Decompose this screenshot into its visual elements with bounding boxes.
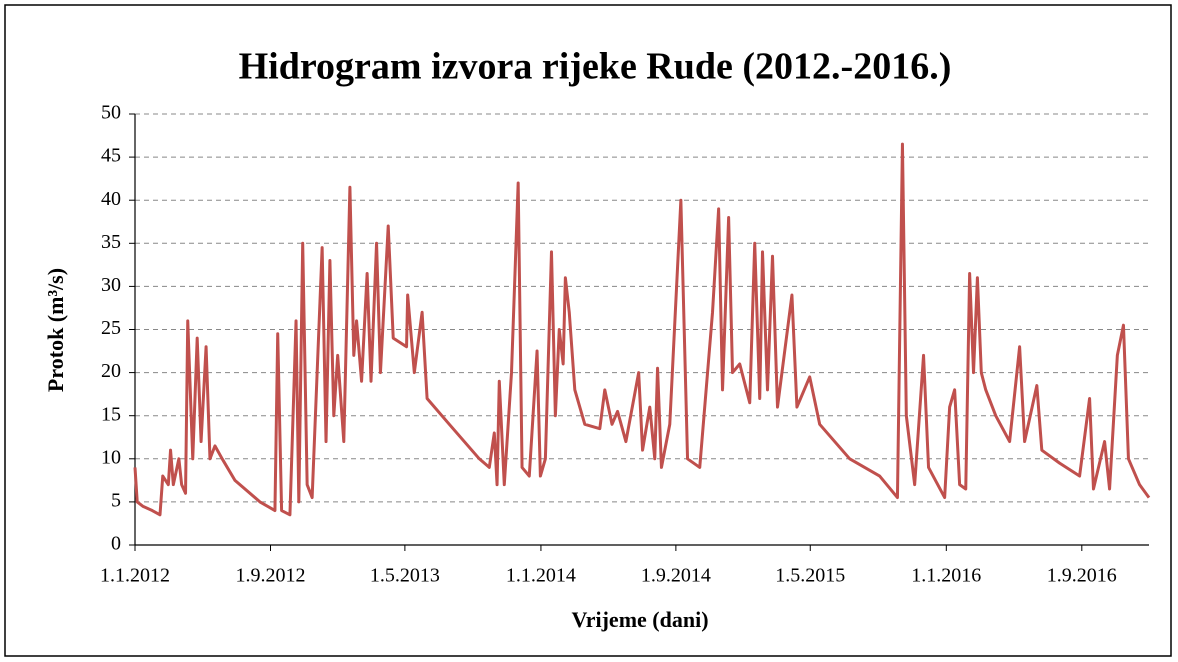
y-tick-label: 25	[101, 317, 121, 339]
x-tick-label: 1.1.2014	[506, 565, 576, 587]
y-tick-label: 0	[111, 533, 121, 555]
x-tick-label: 1.5.2015	[775, 565, 845, 587]
x-tick-label: 1.5.2013	[370, 565, 440, 587]
x-tick-label: 1.9.2014	[641, 565, 711, 587]
y-tick-label: 15	[101, 403, 121, 425]
y-tick-label: 35	[101, 231, 121, 253]
chart-title: Hidrogram izvora rijeke Rude (2012.-2016…	[239, 46, 952, 88]
y-tick-label: 20	[101, 360, 121, 382]
flow-line	[133, 142, 1151, 517]
x-axis-label: Vrijeme (dani)	[571, 607, 708, 632]
y-tick-label: 45	[101, 145, 121, 167]
x-tick-label: 1.9.2012	[235, 565, 305, 587]
frame	[4, 4, 1172, 657]
y-tick-label: 5	[111, 489, 121, 511]
y-tick-label: 10	[101, 446, 121, 468]
y-tick-label: 40	[101, 188, 121, 210]
y-tick-label: 30	[101, 274, 121, 296]
x-tick-label: 1.1.2016	[911, 565, 981, 587]
y-axis-label: Protok (m³/s)	[43, 268, 68, 392]
x-tick-label: 1.1.2012	[100, 565, 170, 587]
y-tick-label: 50	[101, 102, 121, 124]
x-tick-label: 1.9.2016	[1047, 565, 1117, 587]
